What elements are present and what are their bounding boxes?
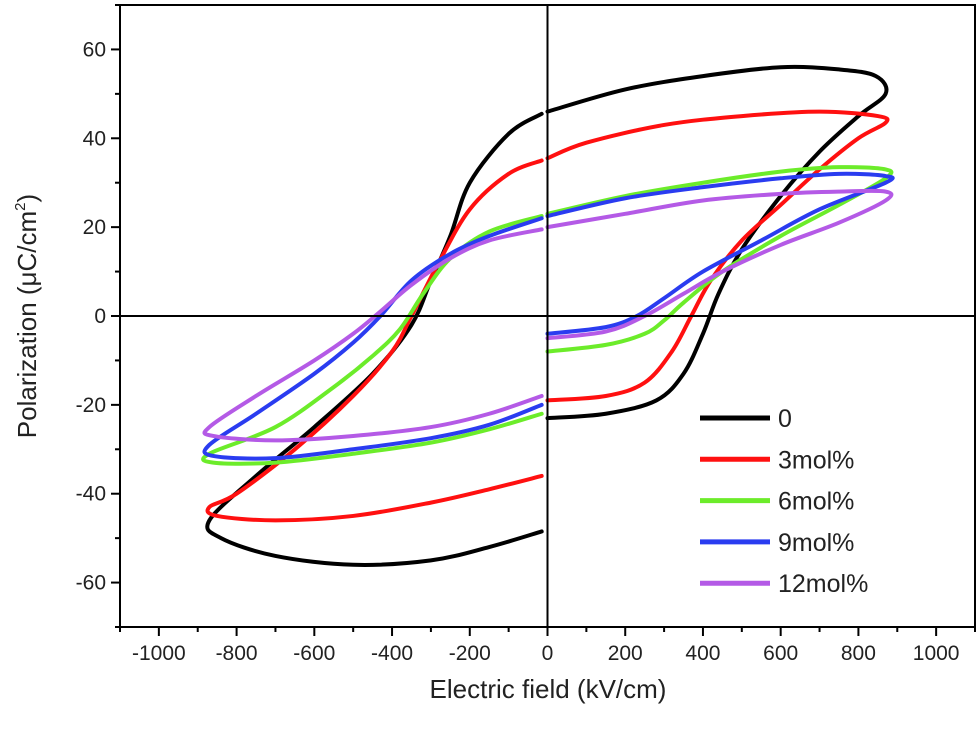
y-tick-label: 0 bbox=[94, 305, 106, 328]
axes: -1000 -800 -600 -400 -200 0 200 400 600 800 1000-6… bbox=[76, 4, 976, 665]
x-tick-label: 800 bbox=[841, 642, 876, 665]
series-line-1 bbox=[205, 158, 544, 523]
legend-label: 6mol% bbox=[778, 488, 854, 516]
y-axis-label-end: ) bbox=[12, 194, 42, 203]
x-tick-label: 400 bbox=[685, 642, 720, 665]
series-line-3 bbox=[202, 216, 544, 461]
y-axis-label: Polarization (μC/cm2) bbox=[12, 194, 42, 438]
y-tick-label: 20 bbox=[83, 216, 106, 239]
y-tick-label: -40 bbox=[76, 483, 106, 506]
x-tick-label: -600 bbox=[293, 642, 335, 665]
series-line-2 bbox=[545, 165, 894, 354]
series-line-0 bbox=[205, 111, 544, 567]
series-line-1 bbox=[545, 109, 890, 403]
y-tick-label: 60 bbox=[83, 38, 106, 61]
series-line-0 bbox=[545, 64, 889, 421]
x-tick-label: 200 bbox=[608, 642, 643, 665]
legend-label: 0 bbox=[778, 405, 792, 433]
x-tick-label: -1000 bbox=[132, 642, 186, 665]
y-tick-label: -20 bbox=[76, 394, 106, 417]
x-tick-label: -200 bbox=[449, 642, 491, 665]
x-tick-label: 600 bbox=[763, 642, 798, 665]
legend-label: 3mol% bbox=[778, 446, 854, 474]
legend-label: 12mol% bbox=[778, 570, 868, 598]
x-axis-label: Electric field (kV/cm) bbox=[430, 674, 667, 704]
y-tick-label: -60 bbox=[76, 572, 106, 595]
x-tick-label: 0 bbox=[542, 642, 554, 665]
x-tick-label: 1000 bbox=[913, 642, 960, 665]
legend: 0 3mol% 6mol% 9mol% 12mol% bbox=[700, 405, 868, 598]
series-line-4 bbox=[202, 227, 544, 443]
y-axis-label-main: Polarization (μC/cm bbox=[12, 211, 42, 438]
series-line-4 bbox=[545, 188, 894, 341]
x-tick-label: -400 bbox=[371, 642, 413, 665]
series-line-2 bbox=[201, 214, 544, 466]
y-axis-label-sup: 2 bbox=[12, 202, 29, 210]
legend-label: 9mol% bbox=[778, 529, 854, 557]
plot-lines bbox=[201, 64, 895, 567]
x-tick-label: -800 bbox=[216, 642, 258, 665]
y-tick-label: 40 bbox=[83, 127, 106, 150]
